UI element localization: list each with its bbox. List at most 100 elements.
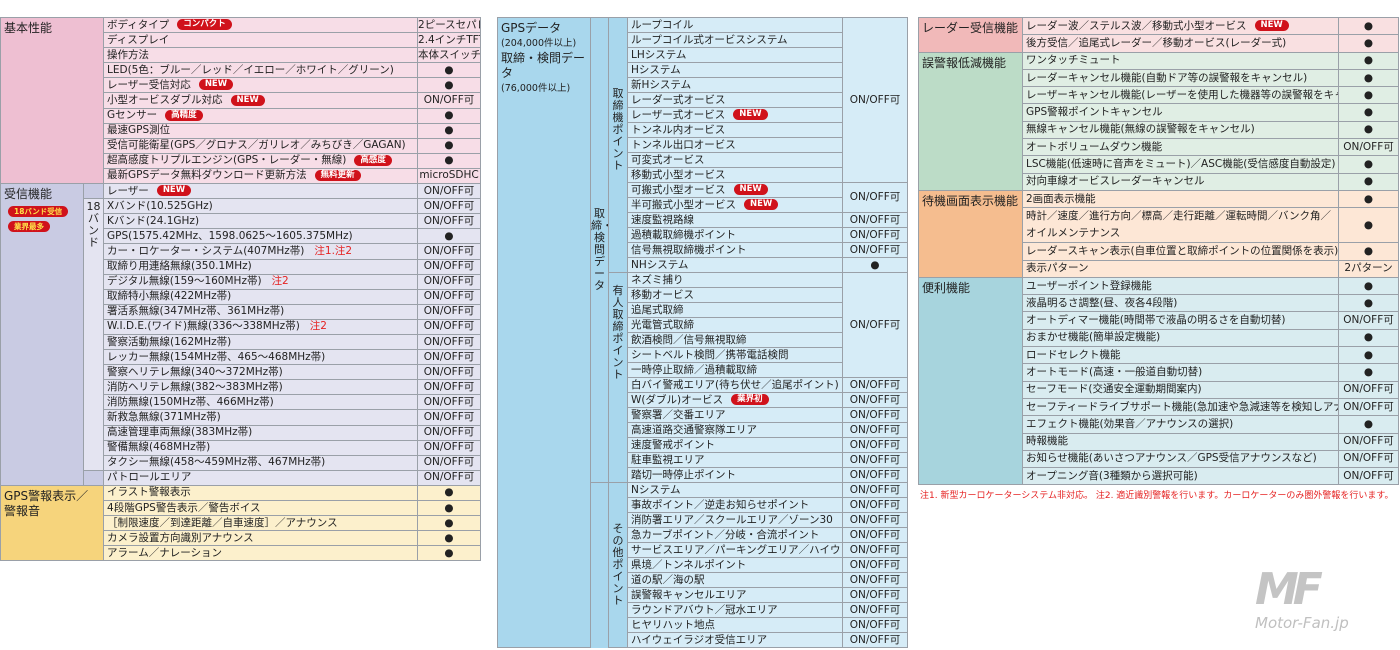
item-cell: W.I.D.E.(ワイド)無線(336〜338MHz帯) 注2 <box>103 318 419 335</box>
table-row: LSC機能(低速時に音声をミュート)／ASC機能(受信感度自動設定) ● <box>919 155 1399 174</box>
item-label: 半可搬式小型オービス <box>631 198 736 211</box>
table-row: NHシステム ● <box>498 257 908 273</box>
item-cell: 時報機能 <box>1022 432 1339 451</box>
right-spec-table: レーダー受信機能 レーダー波／ステルス波／移動式小型オービス NEW ● 後方受信／追尾… <box>918 16 1399 486</box>
item-cell: 過積載取締機ポイント <box>627 227 843 243</box>
item-label: LHシステム <box>631 48 687 61</box>
band-spacer <box>83 470 105 486</box>
value-text: ON/OFF可 <box>849 191 901 203</box>
value-cell: ON/OFF可 <box>417 379 482 396</box>
value-cell: ● <box>1338 207 1399 244</box>
item-cell: セーフティードライブサポート機能(急加速や急減速等を検知しアナウンスでお知らせ) <box>1022 397 1339 417</box>
item-label: 消防ヘリテレ無線(382〜383MHz帯) <box>107 380 283 393</box>
value-cell: ON/OFF可 <box>417 394 482 411</box>
value-cell: ● <box>1338 16 1399 36</box>
value-cell: ● <box>417 515 482 532</box>
value-cell: ● <box>417 107 482 124</box>
item-cell: 警察署／交番エリア <box>627 407 843 423</box>
value-text: ● <box>444 109 454 122</box>
value-text: ● <box>1363 218 1374 231</box>
item-label: ヒヤリハット地点 <box>631 618 715 631</box>
item-cell: 最速GPS測位 <box>103 122 419 139</box>
item-cell: LSC機能(低速時に音声をミュート)／ASC機能(受信感度自動設定) <box>1022 155 1339 174</box>
item-cell: レーザー式オービス NEW <box>627 107 843 123</box>
item-cell: 操作方法 <box>103 47 419 64</box>
value-cell: ON/OFF可 <box>417 318 482 335</box>
badge: 18バンド受信 <box>8 205 69 217</box>
band-label: 18バンド <box>86 200 101 250</box>
item-cell: パトロールエリア <box>103 469 419 486</box>
item-cell: ボディタイプ コンパクト <box>103 16 419 34</box>
value-cell: ON/OFF可 <box>1338 380 1399 399</box>
value-cell: ON/OFF可 <box>417 198 482 215</box>
value-text: ON/OFF可 <box>849 483 901 496</box>
value-cell: ON/OFF可 <box>842 212 908 228</box>
item-cell: 移動オービス <box>627 287 843 303</box>
item-cell: レーザー NEW <box>103 183 419 200</box>
value-cell: ON/OFF可 <box>1338 397 1399 417</box>
value-cell: ● <box>1338 363 1399 382</box>
note-ref: 注1.注2 <box>314 244 353 257</box>
category-label: 便利機能 <box>922 280 971 295</box>
value-cell: ● <box>417 499 482 517</box>
value-cell: ON/OFF可 <box>417 288 482 305</box>
value-cell: ON/OFF可 <box>842 587 908 603</box>
value-text: microSDHC <box>419 169 479 182</box>
item-label: 警察ヘリテレ無線(340〜372MHz帯) <box>107 365 283 378</box>
value-cell: 2.4インチTFT <box>417 32 482 49</box>
value-cell: ON/OFF可 <box>1338 449 1399 469</box>
item-cell: 光電管式取締 <box>627 317 843 333</box>
item-label: 最速GPS測位 <box>107 124 171 137</box>
table-row: その他ポイント Nシステム ON/OFF可 <box>498 482 908 648</box>
item-cell: ヒヤリハット地点 <box>627 617 843 633</box>
value-text: ● <box>1363 296 1374 309</box>
item-label: 操作方法 <box>107 48 150 61</box>
value-cell: ON/OFF可 <box>842 527 908 543</box>
section-label: 取締機ポイント <box>612 87 624 172</box>
item-label: Gセンサー <box>107 109 158 122</box>
value-text: ON/OFF可 <box>1343 452 1394 465</box>
item-cell: 警備無線(468MHz帯) <box>103 439 419 456</box>
value-cell: ON/OFF可 <box>842 452 908 468</box>
value-cell: ● <box>417 484 482 502</box>
value-cell: ● <box>1338 189 1399 209</box>
item-label: ループコイル <box>631 18 694 31</box>
value-cell: ● <box>1338 34 1399 53</box>
table-row: パトロールエリア ON/OFF可 <box>1 469 482 486</box>
item-label: オートボリュームダウン機能 <box>1026 140 1163 153</box>
value-cell: ● <box>417 137 482 154</box>
value-text: ON/OFF可 <box>423 350 475 363</box>
table-row: ロードセレクト機能 ● <box>919 346 1399 365</box>
item-cell: オートボリュームダウン機能 <box>1022 138 1339 157</box>
item-label: 可変式オービス <box>631 153 705 166</box>
table-row: Gセンサー 高精度 ● <box>1 107 482 124</box>
item-cell: 道の駅／海の駅 <box>627 572 843 588</box>
value-text: ● <box>444 531 454 544</box>
table-row: セーフモード(交通安全運動期間案内) ON/OFF可 <box>919 380 1399 399</box>
table-row: 警備無線(468MHz帯) ON/OFF可 <box>1 439 482 456</box>
value-cell: ● <box>1338 172 1399 191</box>
item-cell: 急カーブポイント／分岐・合流ポイント <box>627 527 843 543</box>
table-row: 取締特小無線(422MHz帯) ON/OFF可 <box>1 288 482 305</box>
value-cell: ON/OFF可 <box>417 213 482 230</box>
item-label: レーダースキャン表示(自車位置と取締ポイントの位置関係を表示) <box>1026 244 1339 257</box>
value-cell: ● <box>1338 328 1399 348</box>
item-cell: Xバンド(10.525GHz) <box>103 198 419 215</box>
value-text: ● <box>1363 54 1374 67</box>
value-text: ON/OFF可 <box>849 633 901 646</box>
value-text: 2ピースセパレート <box>418 18 480 31</box>
table-row: 警察ヘリテレ無線(340〜372MHz帯) ON/OFF可 <box>1 364 482 381</box>
note-ref: 注2 <box>271 275 289 288</box>
table-row: 取締り用連絡無線(350.1MHz) ON/OFF可 <box>1 258 482 275</box>
table-row: おまかせ機能(簡単設定機能) ● <box>919 328 1399 348</box>
item-cell: 4段階GPS警告表示／警告ボイス <box>103 499 419 517</box>
item-cell: 超高感度トリプルエンジン(GPS・レーダー・無線) 高感度 <box>103 152 419 169</box>
item-cell: おまかせ機能(簡単設定機能) <box>1022 328 1339 348</box>
category-label: 受信機能 <box>4 187 53 202</box>
value-cell: ● <box>1338 103 1399 122</box>
item-cell: 踏切一時停止ポイント <box>627 467 843 483</box>
table-row: 県境／トンネルポイント ON/OFF可 <box>498 557 908 573</box>
table-row: 18バンド Xバンド(10.525GHz) ON/OFF可 <box>1 198 482 471</box>
item-cell: 警察ヘリテレ無線(340〜372MHz帯) <box>103 364 419 381</box>
item-cell: 警察活動無線(162MHz帯) <box>103 333 419 351</box>
